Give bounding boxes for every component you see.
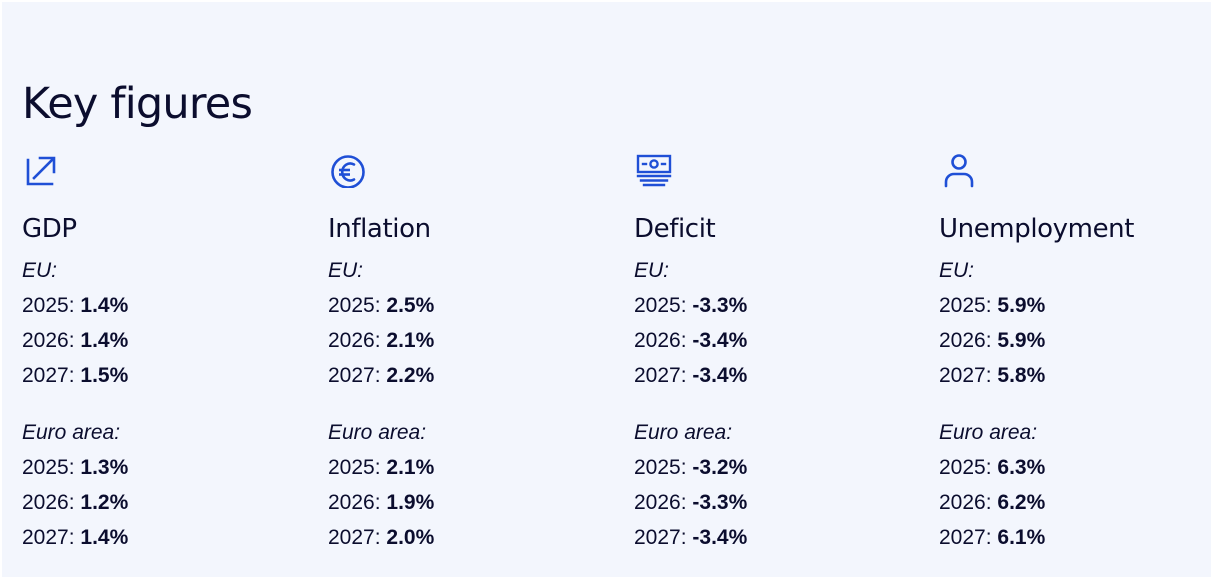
figure-row: 2027: -3.4% <box>634 520 924 555</box>
figure-value: 1.9% <box>386 491 435 514</box>
eu-label: EU: <box>634 259 670 282</box>
figure-title: Unemployment <box>939 214 1135 244</box>
year-label: 2027: <box>22 364 75 387</box>
year-label: 2025: <box>939 294 992 317</box>
eu-label: EU: <box>939 259 975 282</box>
figure-row: 2027: 1.5% <box>22 358 312 393</box>
figure-value: 1.3% <box>80 456 129 479</box>
year-label: 2025: <box>634 456 687 479</box>
figure-value: 6.2% <box>997 491 1046 514</box>
year-label: 2025: <box>328 456 381 479</box>
figure-row: 2027: 2.2% <box>328 358 618 393</box>
figure-row: 2026: 5.9% <box>939 323 1213 358</box>
key-figure-unemployment: Unemployment EU: 2025: 5.9% 2026: 5.9% 2… <box>939 152 1213 555</box>
figure-value: 1.4% <box>80 526 129 549</box>
euro-area-label: Euro area: <box>328 421 427 444</box>
person-icon <box>941 152 979 190</box>
figure-row: 2027: -3.4% <box>634 358 924 393</box>
euro-area-label: Euro area: <box>634 421 733 444</box>
eu-label: EU: <box>22 259 58 282</box>
year-label: 2026: <box>22 491 75 514</box>
figure-value: 6.1% <box>997 526 1046 549</box>
year-label: 2025: <box>328 294 381 317</box>
year-label: 2027: <box>939 364 992 387</box>
year-label: 2026: <box>328 491 381 514</box>
year-label: 2027: <box>939 526 992 549</box>
figure-value: 2.2% <box>386 364 435 387</box>
figure-row: 2026: 2.1% <box>328 323 618 358</box>
figure-row: 2027: 5.8% <box>939 358 1213 393</box>
figure-value: 1.4% <box>80 294 129 317</box>
figure-row: 2025: -3.2% <box>634 450 924 485</box>
figure-row: 2025: 6.3% <box>939 450 1213 485</box>
figure-row: 2025: 2.1% <box>328 450 618 485</box>
year-label: 2027: <box>328 526 381 549</box>
figure-value: 2.1% <box>386 456 435 479</box>
banknotes-stack-icon <box>636 152 674 190</box>
figure-row: 2027: 2.0% <box>328 520 618 555</box>
figure-row: 2027: 1.4% <box>22 520 312 555</box>
figure-value: -3.4% <box>692 526 748 549</box>
figure-row: 2026: 1.9% <box>328 485 618 520</box>
figure-title: GDP <box>22 214 77 244</box>
figure-value: -3.3% <box>692 491 748 514</box>
year-label: 2027: <box>22 526 75 549</box>
figure-row: 2026: 1.2% <box>22 485 312 520</box>
figure-value: 5.8% <box>997 364 1046 387</box>
figure-row: 2027: 6.1% <box>939 520 1213 555</box>
figure-value: 2.1% <box>386 329 435 352</box>
figure-row: 2026: -3.4% <box>634 323 924 358</box>
year-label: 2026: <box>22 329 75 352</box>
figure-row: 2025: -3.3% <box>634 288 924 323</box>
figure-value: 1.2% <box>80 491 129 514</box>
key-figure-gdp: GDP EU: 2025: 1.4% 2026: 1.4% 2027: 1.5%… <box>22 152 312 555</box>
section-heading: Key figures <box>22 79 253 129</box>
year-label: 2026: <box>328 329 381 352</box>
euro-area-label: Euro area: <box>22 421 121 444</box>
year-label: 2026: <box>939 329 992 352</box>
figure-value: -3.4% <box>692 364 748 387</box>
year-label: 2026: <box>634 491 687 514</box>
year-label: 2027: <box>634 526 687 549</box>
year-label: 2025: <box>22 456 75 479</box>
year-label: 2026: <box>939 491 992 514</box>
key-figure-inflation: Inflation EU: 2025: 2.5% 2026: 2.1% 2027… <box>328 152 618 555</box>
eu-label: EU: <box>328 259 364 282</box>
year-label: 2027: <box>328 364 381 387</box>
figure-title: Inflation <box>328 214 431 244</box>
euro-area-label: Euro area: <box>939 421 1038 444</box>
figure-value: 1.4% <box>80 329 129 352</box>
figure-row: 2025: 5.9% <box>939 288 1213 323</box>
key-figure-deficit: Deficit EU: 2025: -3.3% 2026: -3.4% 2027… <box>634 152 924 555</box>
figure-value: 5.9% <box>997 329 1046 352</box>
trend-up-arrow-icon <box>24 152 62 190</box>
year-label: 2025: <box>634 294 687 317</box>
figure-value: -3.2% <box>692 456 748 479</box>
figure-row: 2026: -3.3% <box>634 485 924 520</box>
figure-value: 2.5% <box>386 294 435 317</box>
figure-value: 1.5% <box>80 364 129 387</box>
figure-row: 2025: 2.5% <box>328 288 618 323</box>
figure-row: 2025: 1.4% <box>22 288 312 323</box>
year-label: 2025: <box>939 456 992 479</box>
figure-title: Deficit <box>634 214 716 244</box>
year-label: 2025: <box>22 294 75 317</box>
figure-row: 2025: 1.3% <box>22 450 312 485</box>
figure-row: 2026: 6.2% <box>939 485 1213 520</box>
figure-value: -3.4% <box>692 329 748 352</box>
year-label: 2027: <box>634 364 687 387</box>
figure-row: 2026: 1.4% <box>22 323 312 358</box>
year-label: 2026: <box>634 329 687 352</box>
figure-value: 2.0% <box>386 526 435 549</box>
figure-value: -3.3% <box>692 294 748 317</box>
figure-value: 5.9% <box>997 294 1046 317</box>
figure-value: 6.3% <box>997 456 1046 479</box>
euro-coin-icon <box>330 152 368 190</box>
